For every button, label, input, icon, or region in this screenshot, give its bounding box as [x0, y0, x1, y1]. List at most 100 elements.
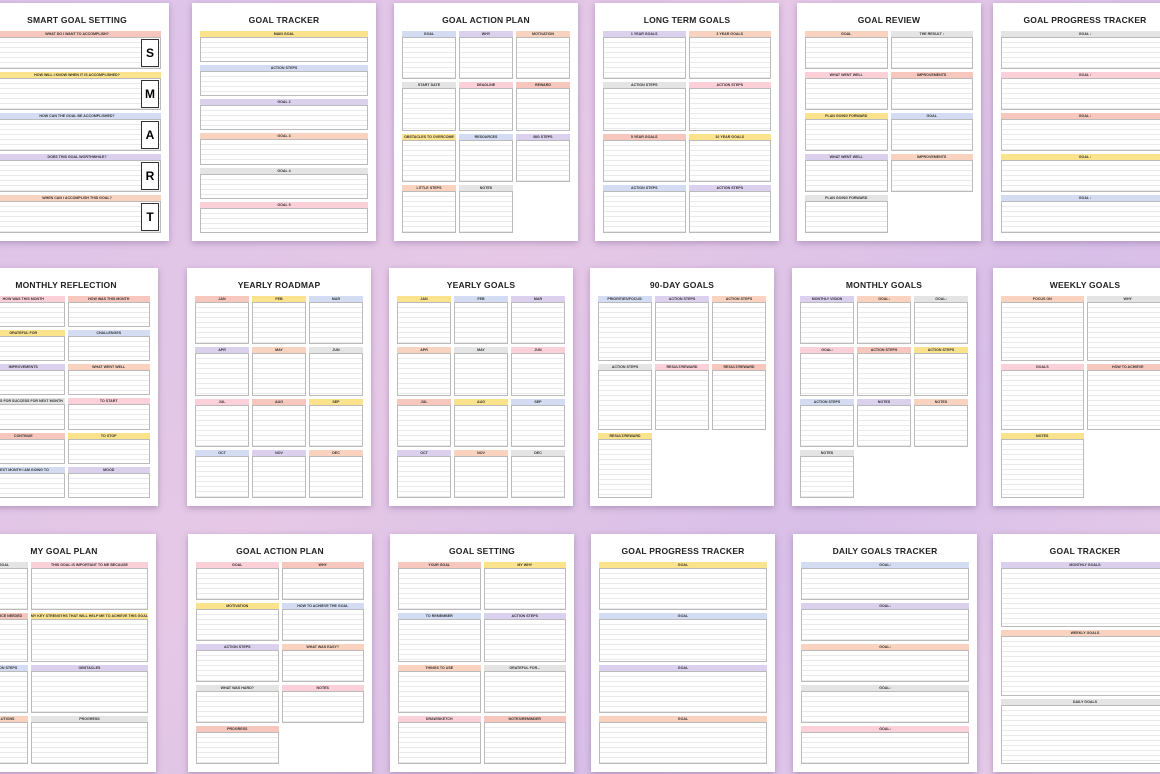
section-header: LITTLE STEPS: [402, 184, 456, 191]
section: YOUR GOAL: [398, 562, 481, 611]
writing-area: [805, 201, 888, 233]
section: JAN: [195, 296, 249, 345]
writing-area: [0, 568, 28, 611]
writing-area: [454, 353, 508, 396]
page-title: WEEKLY GOALS: [1049, 280, 1121, 290]
section-grid: 1 YEAR GOALS 3 YEAR GOALS ACTION STEPS ACTI…: [603, 31, 771, 233]
section: PLAN GOING FORWARD: [805, 195, 888, 233]
section-header: HOW CAN THE GOAL BE ACCOMPLISHED?: [0, 113, 161, 119]
section: 5 YEAR GOALS: [603, 133, 686, 182]
writing-area: [688, 37, 771, 80]
section: OCT: [195, 449, 249, 498]
section: MAY: [454, 347, 508, 396]
smart-letter: M: [141, 80, 159, 108]
section-header: WHY: [281, 562, 364, 568]
section: GOAL: [599, 664, 767, 713]
section-grid: JAN FEB MAR APR MAY JUN JUL AUG SEP OCT NOV DEC: [397, 296, 565, 498]
section: HOW WAS THIS MONTH: [0, 296, 65, 328]
section-header: ACTION STEPS: [0, 664, 28, 671]
section: GOAL:: [914, 296, 968, 345]
section-header: ACTION STEPS: [603, 184, 686, 191]
smart-letter: A: [141, 121, 159, 149]
writing-area: [200, 37, 368, 63]
section: GRATEFUL FOR...: [483, 664, 566, 713]
writing-area: [67, 438, 150, 464]
writing-area: [200, 139, 368, 165]
section-header: JUL: [195, 398, 249, 405]
section: WHY: [459, 31, 513, 80]
section: GOAL:: [801, 685, 969, 723]
writing-area: [483, 670, 566, 713]
section-header: GOAL 2: [200, 99, 368, 106]
writing-area: [196, 732, 279, 764]
section: MOOD: [67, 466, 150, 498]
section-header: MONTHLY VISION: [800, 296, 854, 302]
writing-area: [801, 568, 969, 600]
writing-area: [30, 568, 148, 611]
section-header: GOAL :: [1001, 195, 1160, 201]
section-header: MOOD: [67, 466, 150, 473]
section-header: THIS GOAL IS IMPORTANT TO ME BECAUSE: [30, 562, 148, 568]
section: WHAT WENT WELL: [805, 72, 888, 110]
section: MAY: [252, 347, 306, 396]
section-header: GOAL:: [801, 644, 969, 650]
writing-area: [196, 609, 279, 641]
section: MONTHLY GOALS: [1001, 562, 1160, 628]
page-title: GOAL TRACKER: [248, 15, 320, 25]
section-header: REWARD: [516, 82, 570, 89]
section-grid: MONTHLY GOALS WEEKLY GOALS DAILY GOALS: [1001, 562, 1160, 764]
writing-area: [67, 404, 150, 430]
section: ACTION STEPS: [603, 184, 686, 233]
section-header: ACTION STEPS: [914, 347, 968, 354]
writing-area: [281, 650, 364, 682]
section-header: MAR: [511, 296, 565, 302]
section-header: SEP: [309, 398, 363, 405]
section-header: GOAL:: [801, 726, 969, 732]
writing-area: A: [0, 119, 161, 151]
section: HOW TO ACHIEVE: [1086, 364, 1160, 430]
section: 1 YEAR GOALS: [603, 31, 686, 80]
smart-letter: S: [141, 39, 159, 67]
section: AUG: [454, 398, 508, 447]
writing-area: [801, 732, 969, 764]
section: PROGRESS: [196, 726, 279, 764]
section: GOAL:: [800, 347, 854, 396]
section-grid: JAN FEB MAR APR MAY JUN JUL AUG SEP OCT NOV DEC: [195, 296, 363, 498]
writing-area: [196, 568, 279, 600]
section-grid: GOAL WHY MOTIVATION START DATE DEADLINE REWAR…: [402, 31, 570, 233]
writing-area: [890, 160, 973, 192]
section: JUL: [397, 398, 451, 447]
writing-area: [516, 37, 570, 80]
section: MAR: [511, 296, 565, 345]
section-header: ACTION STEPS: [655, 296, 709, 302]
writing-area: [1001, 704, 1160, 764]
section: WHY: [1086, 296, 1160, 362]
page-title: GOAL REVIEW: [857, 15, 921, 25]
section-header: WHAT WENT WELL: [805, 154, 888, 160]
section-header: MONTHLY GOALS: [1001, 562, 1160, 568]
writing-area: [67, 302, 150, 328]
page-title: MONTHLY REFLECTION: [15, 280, 117, 290]
section-header: THE RESULT :: [890, 31, 973, 37]
section-header: GOALS: [1001, 364, 1084, 371]
section: GOAL :: [1001, 113, 1160, 151]
writing-area: [281, 691, 364, 723]
writing-area: [402, 139, 456, 182]
writing-area: [914, 404, 968, 447]
section: GOALS: [1001, 364, 1084, 430]
page-title: GOAL PROGRESS TRACKER: [1023, 15, 1147, 25]
section: RESOURCE NEEDED: [0, 613, 28, 662]
section: MOTIVATION: [516, 31, 570, 80]
section-grid: YOUR GOAL MY WHY TO REMEMBER ACTION STEPS TH…: [398, 562, 566, 764]
writing-area: [402, 190, 456, 233]
writing-area: [800, 404, 854, 447]
section: ACTION STEPS: [483, 613, 566, 662]
page-title: YEARLY ROADMAP: [237, 280, 321, 290]
section-header: NOTES: [281, 685, 364, 691]
section-header: JUL: [397, 398, 451, 405]
section-header: WHY: [459, 31, 513, 37]
section: OBSTACLES TO OVERCOME: [402, 133, 456, 182]
writing-area: [598, 370, 652, 430]
section: GOAL 3: [200, 133, 368, 165]
section: FEB: [252, 296, 306, 345]
